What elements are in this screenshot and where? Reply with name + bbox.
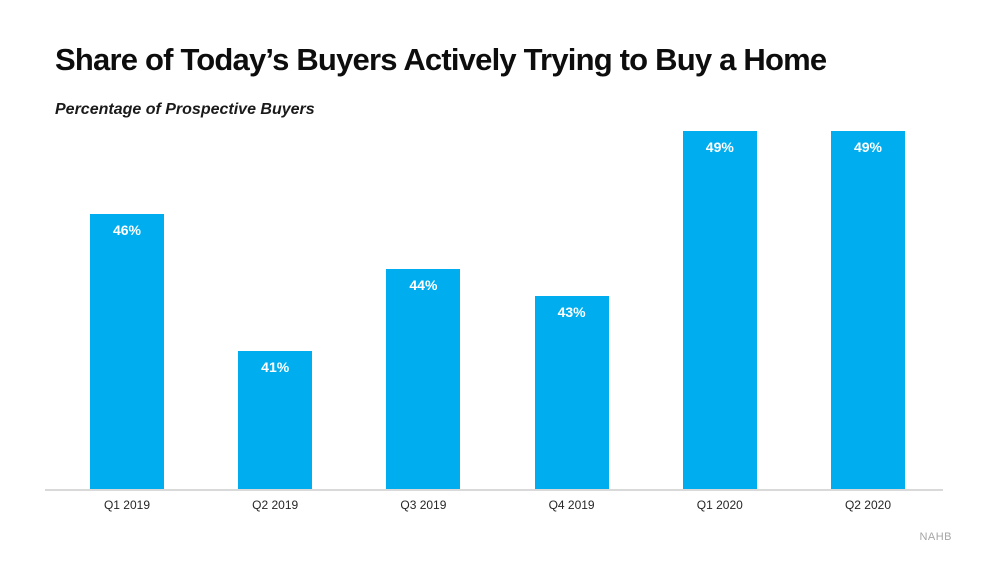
bar-q2-2019: 41% [238, 351, 313, 489]
bar-value-label: 43% [557, 304, 586, 320]
bar-value-label: 46% [112, 222, 142, 238]
x-axis-tick-label: Q3 2019 [400, 498, 447, 512]
bar-q4-2019: 43% [534, 296, 609, 489]
bar-q3-2019: 44% [386, 269, 461, 489]
bar-q1-2019: 46% [90, 214, 164, 489]
x-axis-tick-label: Q1 2019 [103, 498, 151, 512]
bar-q1-2020: 49% [682, 131, 757, 489]
bar-value-label: 49% [853, 139, 883, 155]
source-credit: NAHB [919, 531, 952, 543]
x-axis-tick-label: Q2 2020 [844, 498, 892, 512]
x-axis-tick-label: Q2 2019 [252, 498, 299, 512]
bar-q2-2020: 49% [831, 131, 905, 489]
bar-value-label: 49% [705, 139, 734, 155]
chart-title: Share of Today’s Buyers Actively Trying … [55, 42, 827, 77]
bar-value-label: 41% [261, 359, 290, 375]
x-axis-tick-label: Q4 2019 [548, 498, 595, 512]
x-axis-tick-label: Q1 2020 [696, 498, 743, 512]
bar-value-label: 44% [409, 277, 438, 293]
x-axis-line [45, 489, 943, 491]
chart-subtitle: Percentage of Prospective Buyers [55, 101, 315, 118]
